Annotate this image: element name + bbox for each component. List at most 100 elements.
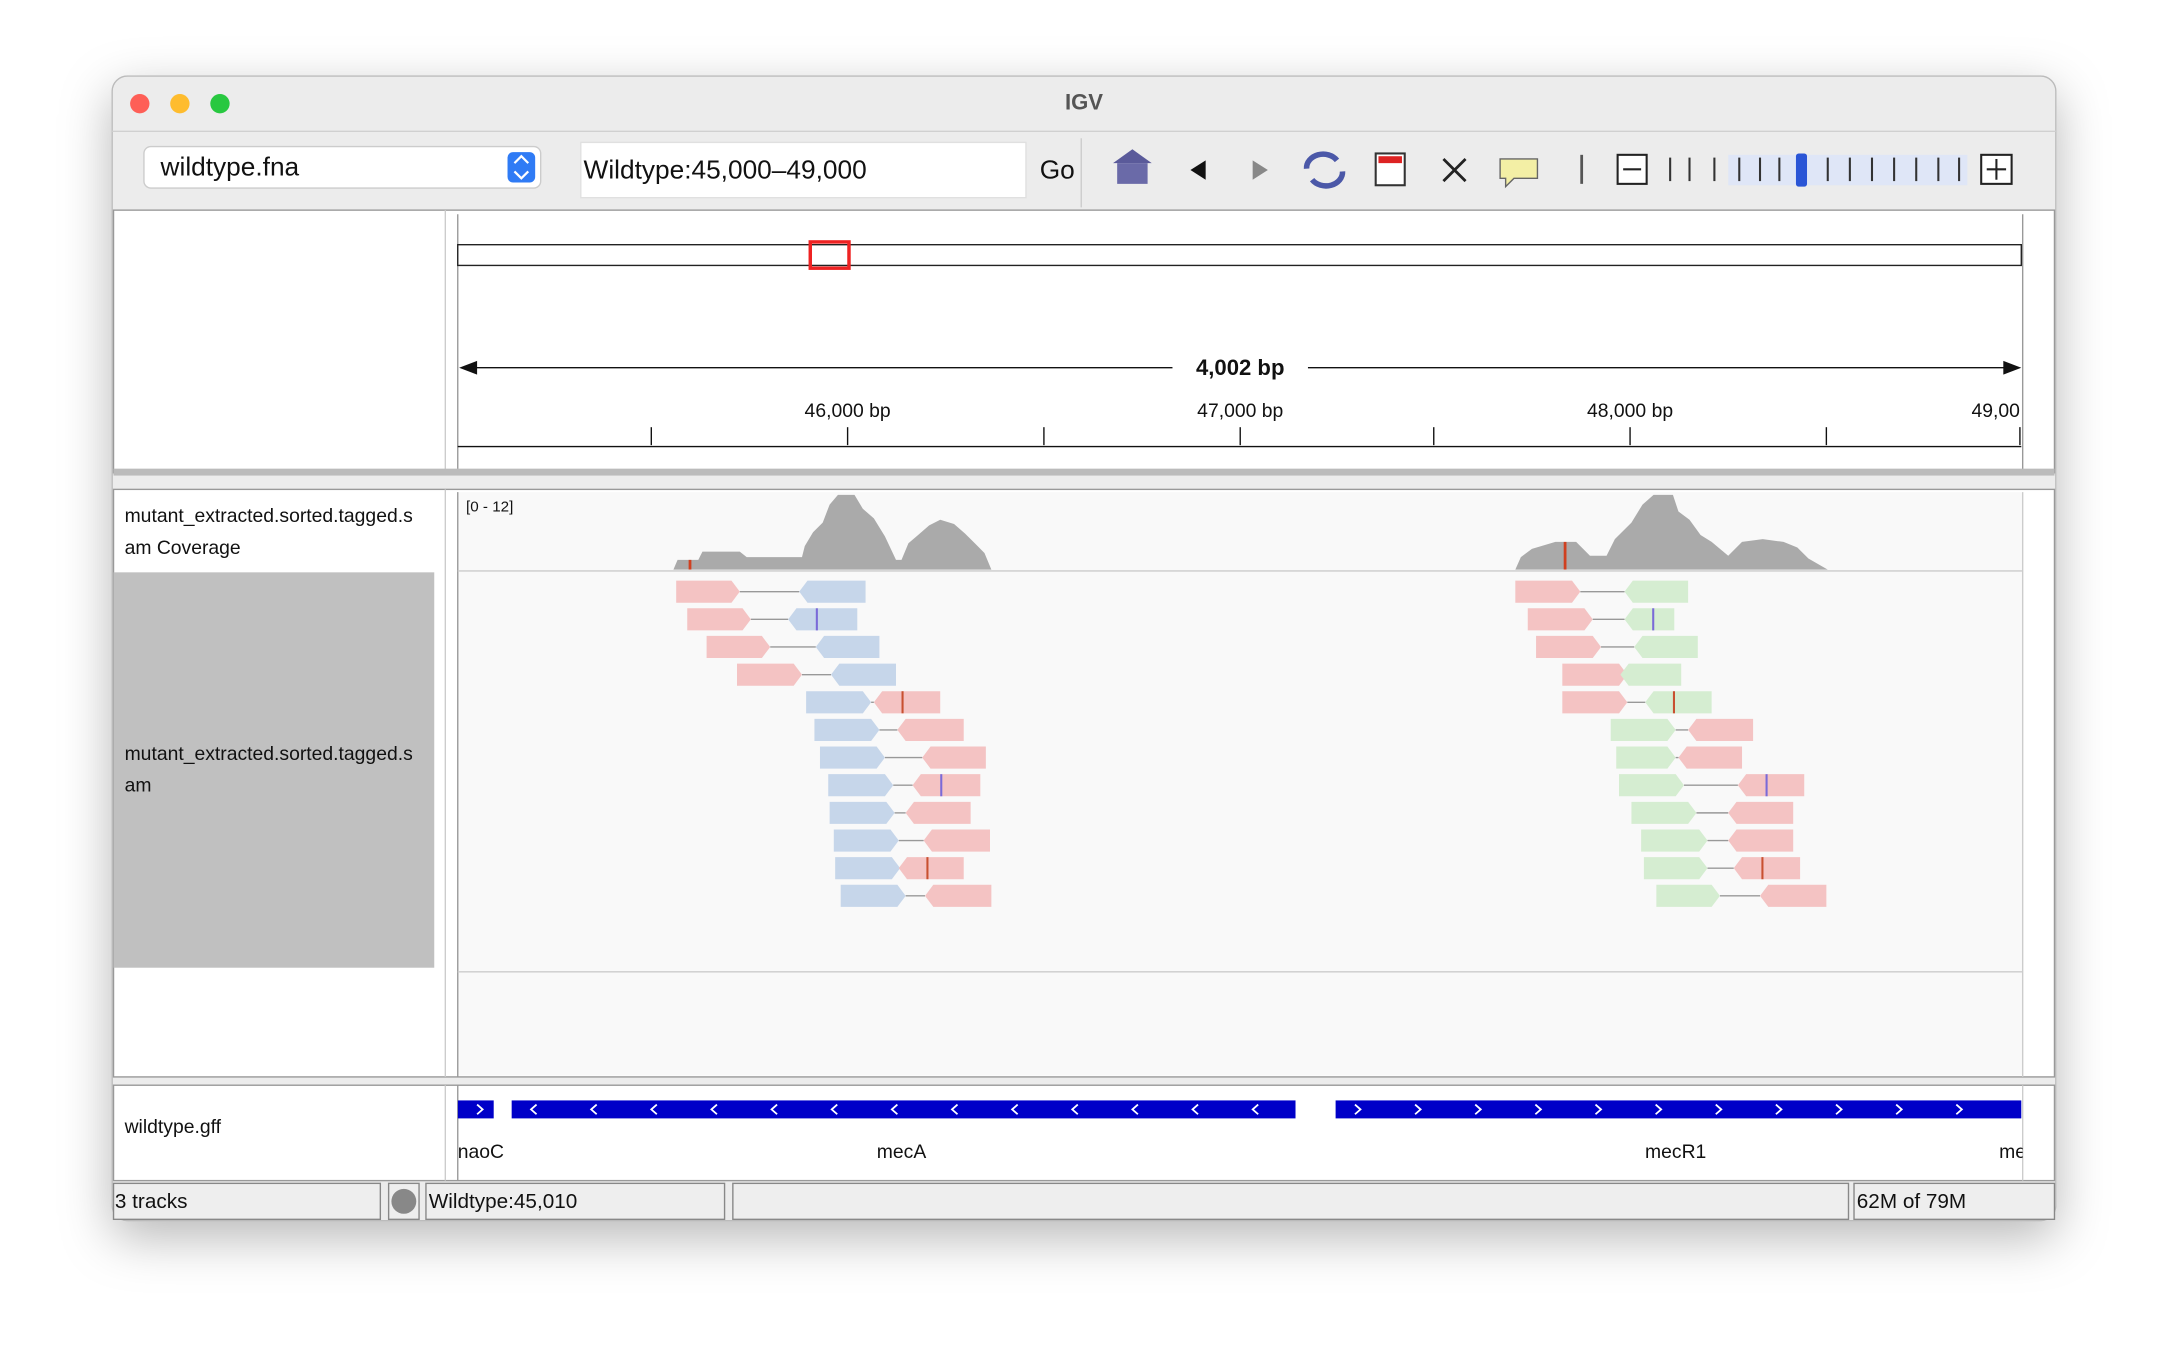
coverage [673,494,1828,570]
zoom-out[interactable] [1616,153,1648,185]
read [923,829,990,852]
strand-arrow [1715,1103,1723,1115]
read [840,884,906,907]
mismatch [940,774,943,797]
gene-label: mecR1 [1645,1141,1706,1163]
refresh-button[interactable] [1303,151,1346,189]
strand-arrow [1534,1103,1543,1115]
gene [1335,1100,2022,1119]
read [905,801,971,824]
strand-arrow [476,1103,485,1115]
strand-arrow [649,1103,658,1115]
zoom-in[interactable] [1980,153,2013,185]
mismatch [901,691,904,714]
read [706,635,771,659]
read [912,774,981,797]
coverage-range: [0 - 12] [466,498,513,515]
read [1733,857,1801,880]
minimize-button[interactable] [170,94,190,114]
tick-label: 47,000 bp [1197,400,1283,422]
read [835,857,901,880]
mismatch [815,608,818,631]
back-button[interactable] [1190,160,1206,180]
coverage-track-name: mutant_extracted.sorted.tagged.s [125,505,413,527]
read [806,691,872,714]
tick-label: 48,000 bp [1587,400,1673,422]
resize-button[interactable] [1442,158,1467,183]
read [815,635,880,659]
strand-arrow [1775,1103,1783,1115]
read [1656,884,1720,907]
strand-arrow [1414,1103,1422,1115]
read [1634,635,1698,659]
read [819,746,885,769]
region-button[interactable] [1374,152,1406,187]
forward-button[interactable] [1252,160,1268,180]
read [1536,635,1602,659]
window-title: IGV [1065,90,1103,115]
read [828,774,894,797]
status-memory: 62M of 79M [1857,1190,1966,1213]
strand-arrow [1955,1103,1964,1115]
alignments [676,580,1827,907]
strand-arrow [1835,1103,1843,1115]
selected-track-name[interactable] [113,572,435,968]
read [898,857,964,880]
strand-arrow [830,1103,838,1115]
strand-arrow [1655,1103,1663,1115]
read [799,580,866,603]
read [1620,663,1682,686]
read [1515,580,1581,603]
read [829,801,895,824]
close-button[interactable] [130,94,150,114]
zoom-track[interactable] [1728,154,1968,186]
gene [511,1100,1296,1119]
read [873,691,941,714]
gff-track-name: wildtype.gff [124,1116,222,1138]
read [1737,774,1805,797]
zoom-button[interactable] [210,94,230,114]
go-button[interactable]: Go [1040,154,1075,184]
current-region [808,240,851,270]
locus-box[interactable] [580,141,1027,199]
read [1562,663,1628,686]
zoom-ticks [1669,157,1961,182]
read [1728,829,1794,852]
read [1616,746,1676,769]
read [1760,884,1827,907]
read [925,884,992,907]
strand-arrow [770,1103,778,1115]
genome-dropdown[interactable] [143,145,542,189]
read [1624,580,1689,603]
strand-arrow [1070,1103,1079,1115]
read [1641,829,1708,852]
read [831,663,896,686]
genes: naoC mecA mecR1 me [457,1100,2026,1163]
strand-arrow [890,1103,898,1115]
strand-arrow [1895,1103,1904,1115]
strand-arrow [589,1103,598,1115]
read [1624,608,1675,631]
home-button[interactable] [1113,149,1152,184]
zoom-thumb[interactable] [1795,153,1808,187]
read [897,718,964,741]
gene-label: naoC [458,1141,504,1163]
read [676,580,740,603]
strand-arrow [1010,1103,1019,1115]
strand-arrow [1474,1103,1483,1115]
strand-arrow [710,1103,718,1115]
gene-label: mecA [877,1141,927,1163]
read [1645,691,1712,714]
read [1527,608,1593,631]
toolbar: wildtype.fna Wildtype:45,000–49,000 Go [143,138,2013,208]
status-tracks: 3 tracks [115,1190,188,1213]
gene-label: me [1999,1141,2026,1163]
read [1688,718,1754,741]
feature-panel [112,1084,2056,1182]
strand-arrow [529,1103,538,1115]
read [1643,857,1708,880]
dropdown-arrow[interactable] [507,152,536,183]
popup-button[interactable] [1499,158,1539,189]
genome-text: wildtype.fna [160,152,300,182]
